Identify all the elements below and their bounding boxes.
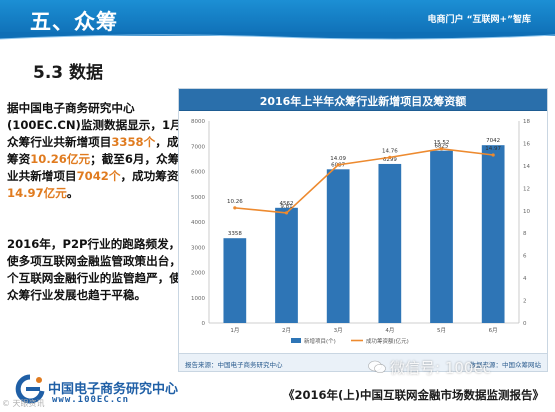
y-right-tick-label: 10 [523,209,530,215]
y-left-tick-label: 7000 [191,144,205,150]
header-banner: 五、众筹 电商门户 “互联网+”智库 [0,0,555,36]
legend-bar-label: 新增项目(个) [304,337,336,345]
bar [275,207,298,323]
y-left-tick-label: 6000 [191,170,205,176]
y-right-tick-label: 0 [523,321,527,327]
brand-logo-icon [15,374,45,404]
y-right-tick-label: 12 [523,186,530,192]
chart-title: 2016年上半年众筹行业新增项目及筹资额 [259,95,467,108]
y-left-tick-label: 5000 [191,195,205,201]
line-point [336,163,340,167]
highlight-jan-funding: 10.26亿元 [30,152,91,166]
line-point [491,153,495,157]
y-left-tick-label: 8000 [191,119,205,125]
brand-name: 中国电子商务研究中心 [48,382,179,397]
x-tick-label: 3月 [334,327,343,334]
summary-paragraph: 据中国电子商务研究中心(100EC.CN)监测数据显示，1月，众筹行业共新增项目… [7,100,197,202]
summary-text: ，成功筹资 [120,169,179,183]
summary-text: 据中国电子商务研究中心(100EC.CN)监测数据显示，1月，众筹行业共新增项目 [7,101,194,149]
line-value-label: 10.26 [227,199,243,205]
bar [326,169,350,323]
line-value-label: 15.52 [434,140,450,146]
wechat-watermark: 微信号: 100ec [390,359,491,377]
bar-value-label: 7042 [486,138,500,144]
y-left-tick-label: 3000 [191,245,205,251]
data-source: 数据来源：中国众筹网站 [469,361,542,369]
line-value-label: 9.81 [280,204,292,210]
header-wave-decoration [0,32,555,40]
bar-value-label: 6825 [435,144,449,150]
y-right-tick-label: 16 [523,141,530,147]
funding-line [234,148,494,214]
y-left-tick-label: 4000 [191,220,205,226]
line-point [233,206,237,210]
wechat-icon [368,360,386,373]
x-tick-label: 2月 [282,327,291,334]
summary-text: ；截至6月，众筹行业共新增项目 [7,152,191,183]
x-tick-label: 6月 [489,327,498,334]
y-right-tick-label: 2 [523,299,527,305]
y-right-tick-label: 6 [523,254,527,260]
line-point [439,147,444,151]
bar-value-label: 3358 [228,231,242,237]
y-left-tick-label: 1000 [191,296,205,302]
y-left-tick-label: 0 [202,321,206,327]
line-point [388,155,392,159]
bar [481,145,505,323]
bar [430,150,453,323]
report-title: 《2016年(上)中国互联网金融市场数据监测报告》 [283,388,545,402]
line-point [284,211,289,215]
brand-url: www.100EC.cn [52,395,130,405]
header-tagline: 电商门户 “互联网+”智库 [427,15,531,25]
line-value-label: 14.97 [485,146,501,152]
x-tick-label: 1月 [230,327,239,334]
bar [223,238,247,323]
highlight-jan-projects: 3358个 [111,135,156,149]
context-paragraph: 2016年，P2P行业的跑路频发，驱使多项互联网金融监管政策出台，整个互联网金融… [7,237,193,302]
report-source: 报告来源：中国电子商务研究中心 [185,361,283,369]
x-tick-label: 4月 [385,327,394,334]
bar [378,163,402,323]
chart-footer: 报告来源：中国电子商务研究中心 数据来源：中国众筹网站 [179,353,547,371]
line-value-label: 14.76 [382,148,398,154]
highlight-jun-funding: 14.97亿元 [7,186,67,200]
highlight-jun-projects: 7042个 [76,169,121,183]
corner-watermark: © 天眼资讯 [2,399,45,408]
y-left-tick-label: 2000 [191,271,205,277]
combo-chart: 0 1000 2000 3000 4000 5000 6000 7000 8000 0 2 4 6 8 10… [191,119,530,345]
y-right-tick-label: 18 [523,119,530,125]
y-right-tick-label: 14 [523,164,530,170]
legend-line-label: 成功筹资额(亿元) [366,337,409,345]
line-value-label: 14.09 [330,156,346,162]
x-tick-label: 5月 [437,327,446,334]
chart-card: 2016年上半年众筹行业新增项目及筹资额 0 1000 2000 3000 4000 50… [178,88,548,372]
bar-value-label: 4562 [280,201,294,207]
y-right-tick-label: 4 [523,276,527,282]
chart-header: 2016年上半年众筹行业新增项目及筹资额 [179,89,547,111]
y-right-tick-label: 8 [523,231,527,237]
legend-bar-swatch [291,338,301,343]
header-title: 五、众筹 [30,10,118,34]
bar-value-label: 6299 [383,157,397,163]
section-title: 5.3 数据 [33,63,104,83]
summary-text: 。 [66,186,79,200]
